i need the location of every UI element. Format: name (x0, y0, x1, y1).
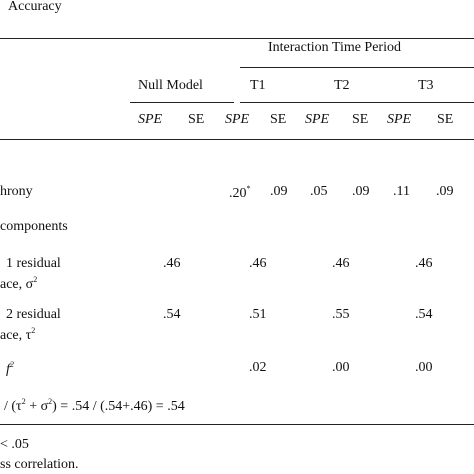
row-label-level1-line2: ace, σ2 (0, 275, 38, 292)
col-header-t2: T2 (334, 78, 350, 93)
sub-header-spe-t2: SPE (305, 112, 330, 127)
cell-f2-t3: .00 (415, 360, 433, 375)
bottom-rule (0, 424, 474, 425)
null-model-rule (130, 102, 234, 103)
row-label-level1-line1: 1 residual (6, 256, 61, 271)
note-correlation: ss correlation. (0, 457, 79, 472)
header-bottom-rule (0, 139, 474, 140)
sub-header-spe-t3: SPE (387, 112, 412, 127)
significance-mark: * (246, 184, 251, 193)
note-significance: < .05 (0, 437, 29, 452)
cell-synchrony-t1-spe: .20* (229, 184, 251, 201)
cell-f2-t2: .00 (332, 360, 350, 375)
sub-header-se-t1: SE (270, 112, 287, 127)
sub-header-se-t3: SE (437, 112, 454, 127)
cell-level1-t3: .46 (415, 256, 433, 271)
row-label-f-squared: f2 (6, 360, 14, 377)
cell-synchrony-t2-se: .09 (352, 184, 370, 199)
group-rule (240, 67, 474, 68)
cell-level2-t2: .55 (332, 307, 350, 322)
group-header: Interaction Time Period (268, 40, 401, 55)
time-period-rule (240, 102, 474, 103)
sub-header-spe-t1: SPE (225, 112, 250, 127)
cell-synchrony-t2-spe: .05 (310, 184, 328, 199)
col-header-null-model: Null Model (138, 78, 203, 93)
cell-synchrony-t3-se: .09 (436, 184, 454, 199)
row-label-synchrony: hrony (0, 184, 33, 199)
cell-f2-t1: .02 (249, 360, 267, 375)
cell-level1-null: .46 (163, 256, 181, 271)
col-header-t3: T3 (418, 78, 434, 93)
cell-synchrony-t1-se: .09 (270, 184, 288, 199)
sub-header-se-null: SE (188, 112, 205, 127)
cell-level2-null: .54 (163, 307, 181, 322)
cell-synchrony-t3-spe: .11 (393, 184, 410, 199)
row-label-variance-components: components (0, 219, 68, 234)
row-label-level2-line2: ace, τ2 (0, 326, 36, 343)
row-label-level2-line1: 2 residual (6, 307, 61, 322)
sub-header-se-t2: SE (352, 112, 369, 127)
sub-header-spe-null: SPE (138, 112, 163, 127)
table-caption: Accuracy (8, 0, 62, 14)
icc-formula: / (τ2 + σ2) = .54 / (.54+.46) = .54 (4, 397, 185, 414)
cell-level1-t1: .46 (249, 256, 267, 271)
cell-level2-t3: .54 (415, 307, 433, 322)
col-header-t1: T1 (250, 78, 266, 93)
top-rule (0, 38, 474, 39)
cell-level2-t1: .51 (249, 307, 267, 322)
cell-level1-t2: .46 (332, 256, 350, 271)
